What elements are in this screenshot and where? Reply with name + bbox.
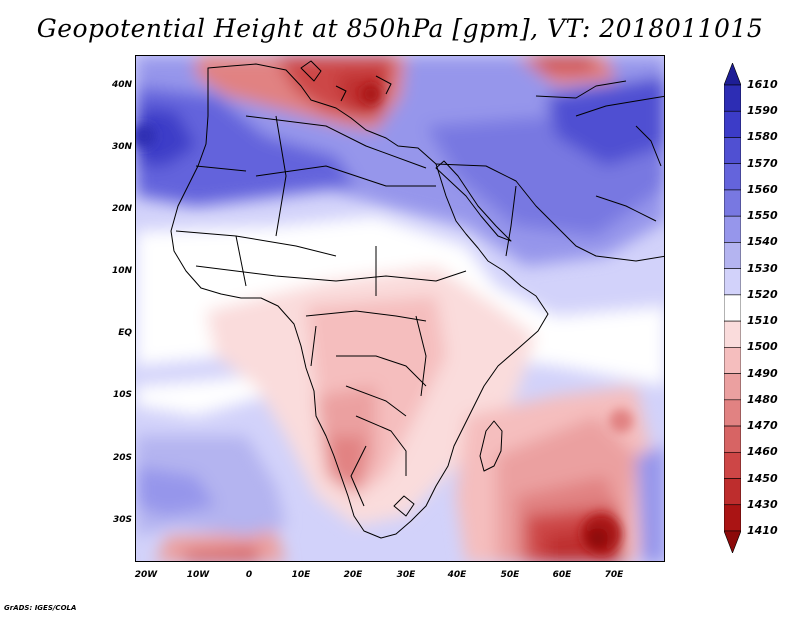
colorbar-label: 1450: [747, 471, 778, 485]
colorbar-swatch: [724, 399, 741, 427]
lon-label: 50E: [500, 570, 520, 580]
colorbar-swatch: [724, 63, 741, 86]
lat-label: 40N: [111, 80, 132, 90]
lon-label: 10W: [186, 570, 210, 580]
lat-label: EQ: [118, 328, 132, 338]
colorbar-label: 1470: [747, 419, 778, 433]
colorbar-swatch: [724, 294, 741, 322]
colorbar-label: 1560: [747, 182, 778, 196]
colorbar-swatch: [724, 137, 741, 165]
colorbar-swatch: [724, 478, 741, 506]
colorbar-swatch: [724, 110, 741, 138]
colorbar-swatch: [724, 425, 741, 453]
colorbar-swatch: [724, 242, 741, 269]
lon-label: 70E: [604, 570, 624, 580]
colorbar: [724, 63, 741, 553]
lon-label: 60E: [552, 570, 572, 580]
colorbar-swatch: [724, 347, 741, 374]
colorbar-swatch: [724, 189, 741, 217]
colorbar-label: 1540: [747, 235, 778, 249]
colorbar-swatch: [724, 268, 741, 296]
colorbar-label: 1580: [747, 130, 778, 144]
colorbar-label: 1610: [747, 78, 778, 91]
colorbar-swatch: [724, 530, 741, 553]
colorbar-label: 1510: [747, 314, 778, 328]
colorbar-label: 1590: [747, 104, 778, 118]
colorbar-label: 1490: [747, 366, 778, 380]
lon-label: 20E: [343, 570, 363, 580]
colorbar-swatch: [724, 215, 741, 243]
lat-label: 20N: [111, 204, 132, 214]
geopotential-field: [136, 56, 664, 561]
lat-label: 30S: [112, 515, 132, 525]
colorbar-label: 1550: [747, 209, 778, 223]
lon-label: 40E: [447, 570, 467, 580]
colorbar-swatch: [724, 504, 741, 532]
colorbar-label: 1520: [747, 287, 778, 301]
colorbar-swatch: [724, 373, 741, 401]
map-title: Geopotential Height at 850hPa [gpm], VT:…: [36, 14, 764, 43]
coastlines: [170, 60, 664, 539]
lat-label: 30N: [111, 142, 132, 152]
lon-label: 0: [245, 570, 253, 580]
footer-credit: GrADS: IGES/COLA: [4, 604, 77, 612]
colorbar-label: 1480: [747, 392, 778, 406]
colorbar-label: 1530: [747, 261, 778, 275]
colorbar-label: 1570: [747, 156, 778, 170]
lon-label: 10E: [291, 570, 311, 580]
lat-label: 20S: [112, 453, 132, 463]
colorbar-label: 1500: [747, 340, 778, 354]
colorbar-swatch: [724, 320, 741, 348]
lat-label: 10N: [111, 266, 132, 276]
colorbar-label: 1460: [747, 445, 778, 459]
colorbar-label: 1430: [747, 497, 778, 511]
map-panel: [135, 55, 665, 562]
colorbar-swatch: [724, 451, 741, 479]
lat-label: 10S: [112, 390, 132, 400]
lon-label: 30E: [396, 570, 416, 580]
colorbar-swatch: [724, 163, 741, 191]
lon-label: 20W: [134, 570, 158, 580]
colorbar-label: 1410: [747, 524, 778, 537]
colorbar-swatch: [724, 84, 741, 112]
